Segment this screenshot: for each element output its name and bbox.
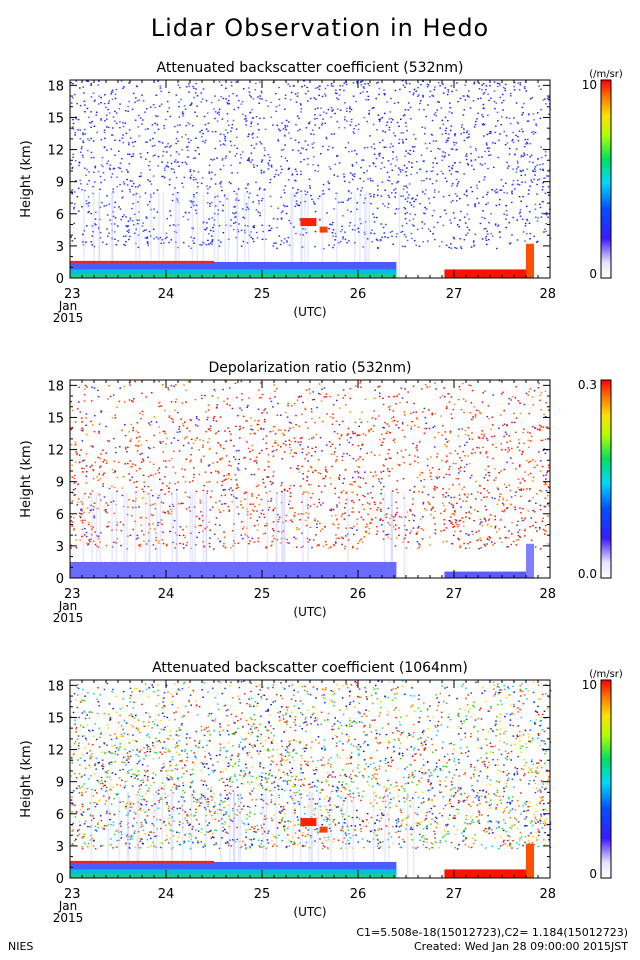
- y-tick-label: 9: [56, 776, 64, 791]
- x-tick-label: 28: [539, 887, 556, 902]
- x-axis-label: (UTC): [293, 305, 326, 319]
- x-tick-label: 23: [64, 587, 81, 602]
- y-axis-label: Height (km): [19, 740, 34, 817]
- y-tick-label: 3: [56, 540, 64, 555]
- x-tick-label: 26: [350, 587, 367, 602]
- x-sub-month: Jan: [58, 599, 78, 613]
- footer-created: Created: Wed Jan 28 09:00:00 2015JST: [413, 940, 628, 953]
- x-tick-label: 28: [539, 587, 556, 602]
- colorbar: [600, 379, 612, 579]
- y-tick-label: 18: [47, 79, 64, 94]
- y-tick-label: 15: [47, 711, 64, 726]
- panel-title: Attenuated backscatter coefficient (1064…: [152, 660, 468, 676]
- y-tick-label: 18: [47, 379, 64, 394]
- x-tick-label: 24: [158, 287, 175, 302]
- x-tick-label: 27: [446, 887, 463, 902]
- y-tick-label: 0: [56, 872, 64, 887]
- x-tick-label: 23: [64, 287, 81, 302]
- x-tick-label: 25: [254, 887, 271, 902]
- x-tick-label: 25: [254, 587, 271, 602]
- chart-panel-3: Attenuated backscatter coefficient (1064…: [19, 660, 623, 925]
- y-tick-label: 6: [56, 508, 64, 523]
- x-sub-year: 2015: [53, 911, 84, 925]
- page-title: Lidar Observation in Hedo: [150, 14, 490, 42]
- heatmap-texture: [70, 680, 552, 878]
- chart-panel-2: Depolarization ratio (532nm) 0 3 6 9 12 15 18 He…: [19, 360, 612, 625]
- x-sub-year: 2015: [53, 611, 84, 625]
- y-tick-label: 12: [47, 144, 64, 159]
- x-axis-label: (UTC): [293, 905, 326, 919]
- colorbar-unit: (/m/sr): [589, 669, 623, 680]
- chart-panel-1: Attenuated backscatter coefficient (532n…: [19, 60, 623, 325]
- y-axis-label: Height (km): [19, 440, 34, 517]
- x-tick-label: 24: [158, 587, 175, 602]
- x-tick-label: 27: [446, 287, 463, 302]
- x-sub-month: Jan: [58, 899, 78, 913]
- heatmap-texture: [70, 380, 551, 578]
- plot-area: [70, 380, 550, 578]
- x-tick-label: 26: [350, 287, 367, 302]
- y-tick-label: 0: [56, 272, 64, 287]
- panel-title: Attenuated backscatter coefficient (532n…: [157, 60, 464, 76]
- x-tick-label: 27: [446, 587, 463, 602]
- y-tick-label: 12: [47, 444, 64, 459]
- plot-area: [70, 680, 550, 878]
- heatmap-texture: [70, 80, 552, 278]
- x-tick-label: 28: [539, 287, 556, 302]
- footer-calibration: C1=5.508e-18(15012723),C2= 1.184(1501272…: [356, 926, 628, 939]
- x-sub-year: 2015: [53, 311, 84, 325]
- y-tick-label: 9: [56, 476, 64, 491]
- x-tick-label: 25: [254, 287, 271, 302]
- colorbar-max-label: 10: [582, 678, 597, 692]
- y-axis-label: Height (km): [19, 140, 34, 217]
- y-tick-label: 0: [56, 572, 64, 587]
- y-tick-label: 15: [47, 111, 64, 126]
- x-sub-month: Jan: [58, 299, 78, 313]
- colorbar-min-label: 0: [589, 267, 597, 281]
- colorbar: [600, 79, 612, 279]
- footer-org: NIES: [8, 940, 34, 953]
- y-tick-label: 9: [56, 176, 64, 191]
- boundary-layer: [70, 561, 397, 578]
- colorbar-max-label: 0.3: [578, 378, 597, 392]
- y-tick-label: 18: [47, 679, 64, 694]
- y-tick-label: 3: [56, 840, 64, 855]
- panel-title: Depolarization ratio (532nm): [208, 360, 411, 376]
- x-axis-label: (UTC): [293, 605, 326, 619]
- colorbar-unit: (/m/sr): [589, 69, 623, 80]
- x-tick-label: 23: [64, 887, 81, 902]
- y-tick-label: 6: [56, 208, 64, 223]
- colorbar-min-label: 0: [589, 867, 597, 881]
- x-tick-label: 26: [350, 887, 367, 902]
- y-tick-label: 6: [56, 808, 64, 823]
- colorbar-min-label: 0.0: [578, 567, 597, 581]
- colorbar: [600, 679, 612, 879]
- y-tick-label: 3: [56, 240, 64, 255]
- y-tick-label: 15: [47, 411, 64, 426]
- y-tick-label: 12: [47, 744, 64, 759]
- x-tick-label: 24: [158, 887, 175, 902]
- colorbar-max-label: 10: [582, 78, 597, 92]
